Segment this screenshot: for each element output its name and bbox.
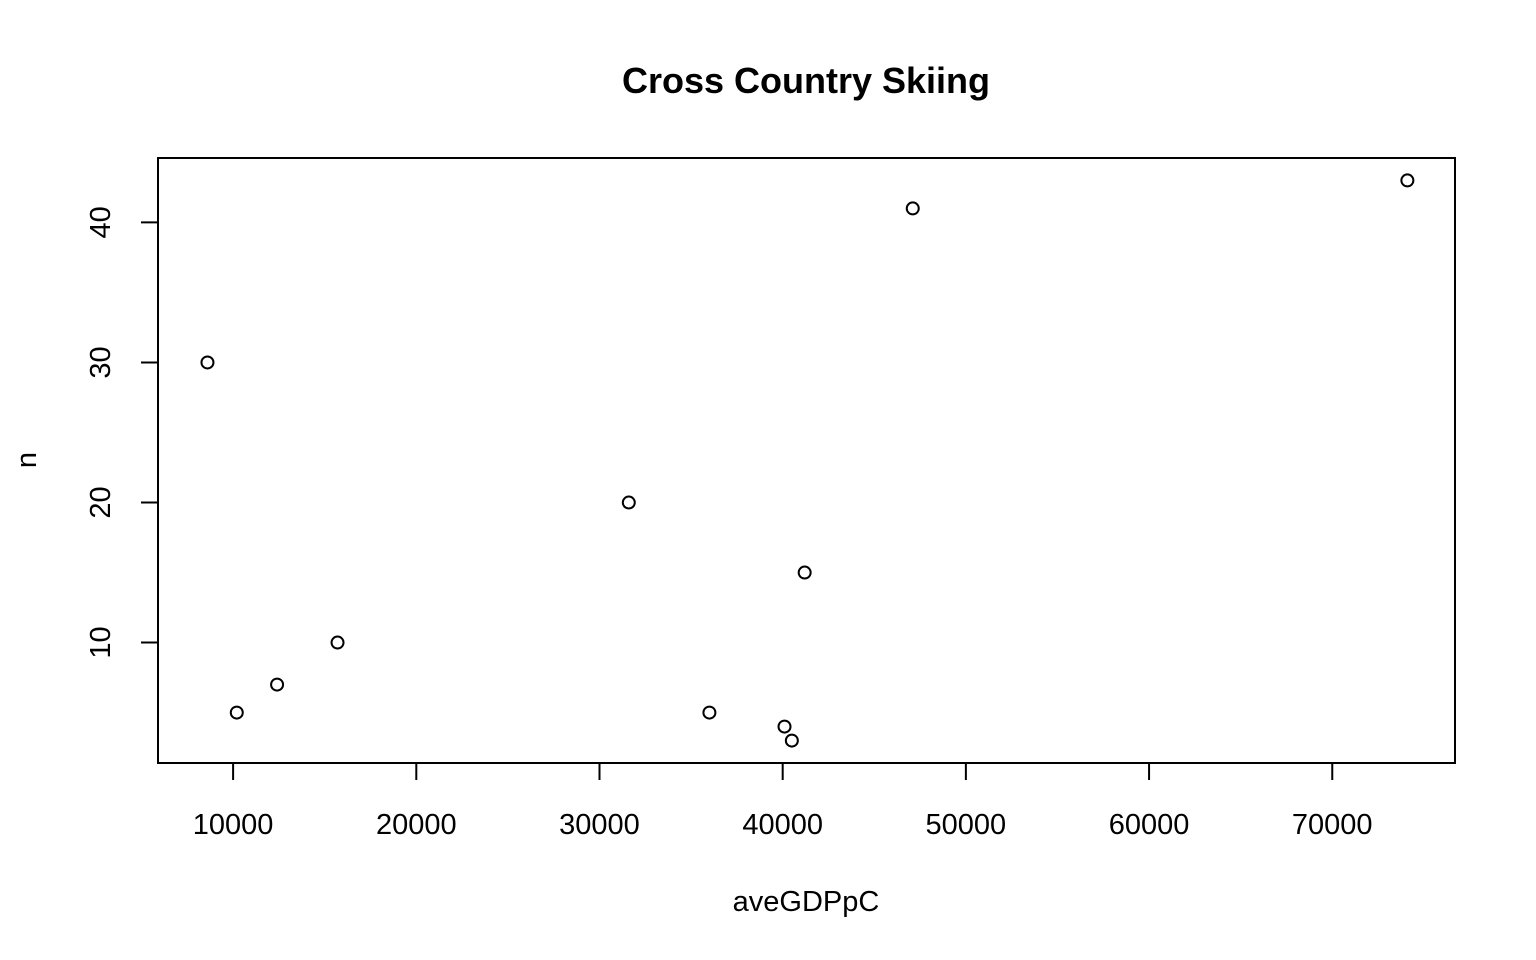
x-tick-label: 40000 xyxy=(742,809,823,841)
y-tick-label: 40 xyxy=(85,206,117,238)
x-tick-label: 70000 xyxy=(1292,809,1373,841)
data-point xyxy=(905,201,920,216)
y-axis: 10 20 30 40 xyxy=(85,206,159,659)
x-tick-label: 20000 xyxy=(376,809,457,841)
data-point xyxy=(1400,173,1415,188)
data-point xyxy=(229,705,244,720)
y-tick-label: 30 xyxy=(85,346,117,378)
data-point xyxy=(797,565,812,580)
x-tick-label: 50000 xyxy=(926,809,1007,841)
data-point xyxy=(777,719,792,734)
x-tick-label: 30000 xyxy=(559,809,640,841)
x-axis-label: aveGDPpC xyxy=(733,886,880,918)
data-point xyxy=(270,677,285,692)
data-points xyxy=(200,173,1415,748)
data-point xyxy=(330,635,345,650)
x-tick-label: 60000 xyxy=(1109,809,1190,841)
chart-title: Cross Country Skiing xyxy=(622,60,990,101)
data-point xyxy=(784,733,799,748)
y-tick-label: 10 xyxy=(85,626,117,658)
plot-area xyxy=(157,157,1456,764)
data-point xyxy=(621,495,636,510)
y-axis-label: n xyxy=(11,452,43,468)
y-tick-label: 20 xyxy=(85,486,117,518)
data-point xyxy=(702,705,717,720)
x-tick-label: 10000 xyxy=(193,809,274,841)
x-axis: 10000 20000 30000 40000 50000 60000 70000 xyxy=(193,762,1373,841)
data-point xyxy=(200,355,215,370)
